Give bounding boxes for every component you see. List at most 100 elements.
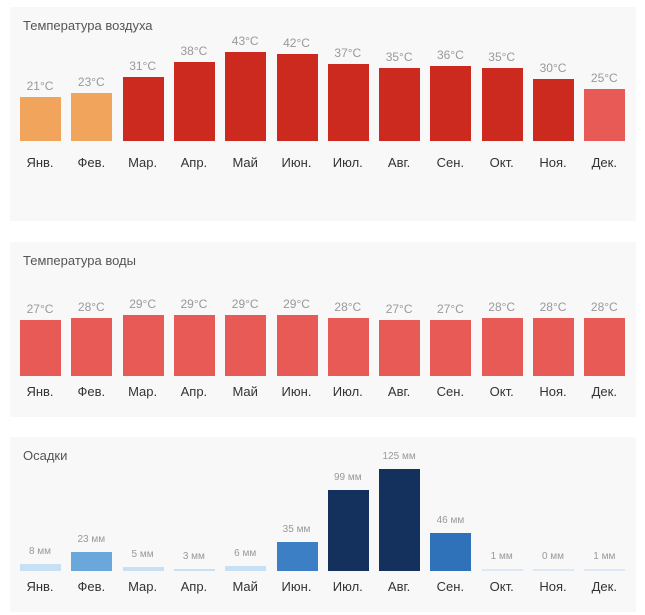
bar-Июл.[interactable] <box>327 64 369 141</box>
value-label: 35 мм <box>282 524 311 536</box>
value-label: 29°C <box>283 297 310 311</box>
value-label: 3 мм <box>182 550 205 562</box>
value-label: 6 мм <box>234 548 257 560</box>
air-temperature-card: Температура воздуха 21°C Янв. 23°C Фев. 31°C… <box>10 7 636 221</box>
bar-Май[interactable] <box>225 51 267 141</box>
bar-Ноя.[interactable] <box>533 569 574 571</box>
value-label: 1 мм <box>593 551 616 562</box>
bar-Апр.[interactable] <box>173 62 215 141</box>
precipitation-card: Осадки 8 мм Янв. 23 мм Фев. 5 мм Мар. 3 мм Апр.… <box>10 437 636 612</box>
value-label: 23 мм <box>77 534 106 546</box>
month-label: Ноя. <box>539 155 567 170</box>
bar-Мар.[interactable] <box>122 76 164 141</box>
precipitation-title: Осадки <box>23 448 68 463</box>
month-label: Апр. <box>180 384 208 399</box>
month-label: Июл. <box>332 384 363 399</box>
month-label: Фев. <box>77 155 106 170</box>
month-label: Май <box>232 155 258 170</box>
value-label: 99 мм <box>333 471 362 483</box>
value-label: 29°C <box>129 297 156 311</box>
air-temperature-title: Температура воздуха <box>23 18 153 33</box>
month-label: Май <box>232 384 258 399</box>
month-label: Июн. <box>281 579 312 594</box>
bar-Фев.[interactable] <box>71 552 113 571</box>
month-label: Июн. <box>281 155 312 170</box>
value-label: 35°C <box>488 50 516 65</box>
bar-Мар.[interactable] <box>122 566 164 571</box>
month-label: Ноя. <box>539 384 567 399</box>
value-label: 42°C <box>283 35 310 50</box>
bar-Авг.[interactable] <box>379 68 421 141</box>
month-label: Сен. <box>436 579 465 594</box>
value-label: 29°C <box>231 297 259 311</box>
bar-Сен.[interactable] <box>430 533 472 571</box>
month-label: Апр. <box>180 579 208 594</box>
month-label: Июл. <box>332 155 363 170</box>
bar-Ноя.[interactable] <box>533 78 574 141</box>
value-label: 0 мм <box>541 551 565 562</box>
value-label: 23°C <box>77 74 105 89</box>
value-label: 8 мм <box>28 546 52 558</box>
month-label: Апр. <box>180 155 208 170</box>
bar-Апр.[interactable] <box>173 568 215 571</box>
value-label: 27°C <box>26 302 54 316</box>
value-label: 37°C <box>334 46 362 61</box>
value-label: 28°C <box>488 299 516 314</box>
month-label: Дек. <box>591 579 617 594</box>
value-label: 30°C <box>539 60 567 75</box>
month-label: Сен. <box>436 384 465 399</box>
value-label: 35°C <box>385 50 413 65</box>
bar-Апр.[interactable] <box>173 315 215 376</box>
bar-Окт.[interactable] <box>481 68 523 141</box>
bar-Окт.[interactable] <box>481 317 523 376</box>
value-label: 28°C <box>590 299 618 314</box>
bar-Ноя.[interactable] <box>533 317 574 376</box>
bar-Фев.[interactable] <box>71 317 113 376</box>
bar-Мар.[interactable] <box>122 315 164 376</box>
bar-Сен.[interactable] <box>430 320 472 376</box>
month-label: Июн. <box>281 384 312 399</box>
month-label: Окт. <box>489 155 514 170</box>
month-label: Мар. <box>128 384 158 399</box>
bar-Янв.[interactable] <box>20 97 61 141</box>
bar-Сен.[interactable] <box>430 66 472 141</box>
month-label: Янв. <box>26 384 54 399</box>
bar-Окт.[interactable] <box>481 569 523 571</box>
month-label: Фев. <box>77 579 106 594</box>
bar-Май[interactable] <box>225 566 267 571</box>
bar-Авг.[interactable] <box>379 320 421 376</box>
month-label: Авг. <box>387 579 411 594</box>
bar-Июл.[interactable] <box>327 317 369 376</box>
bar-Дек.[interactable] <box>584 569 626 571</box>
bar-Авг.[interactable] <box>379 468 421 571</box>
bar-Июл.[interactable] <box>327 489 369 571</box>
value-label: 28°C <box>77 299 105 314</box>
value-label: 21°C <box>26 79 54 93</box>
value-label: 1 мм <box>490 551 513 562</box>
bar-Май[interactable] <box>225 315 267 376</box>
value-label: 46 мм <box>436 515 465 527</box>
month-label: Фев. <box>77 384 106 399</box>
bar-Янв.[interactable] <box>20 564 61 571</box>
value-label: 25°C <box>590 70 618 85</box>
bar-Июн.[interactable] <box>276 53 318 141</box>
month-label: Май <box>232 579 258 594</box>
bar-Янв.[interactable] <box>20 320 61 376</box>
bar-Фев.[interactable] <box>71 92 113 141</box>
month-label: Дек. <box>591 155 617 170</box>
month-label: Дек. <box>591 384 617 399</box>
bar-Дек.[interactable] <box>584 317 626 376</box>
value-label: 36°C <box>436 48 464 63</box>
value-label: 43°C <box>231 33 259 48</box>
month-label: Ноя. <box>539 579 567 594</box>
value-label: 28°C <box>539 299 567 314</box>
bar-Дек.[interactable] <box>584 88 626 141</box>
value-label: 27°C <box>385 302 413 316</box>
bar-Июн.[interactable] <box>276 315 318 376</box>
month-label: Янв. <box>26 579 54 594</box>
month-label: Сен. <box>436 155 465 170</box>
month-label: Окт. <box>489 579 514 594</box>
month-label: Окт. <box>489 384 514 399</box>
bar-Июн.[interactable] <box>276 542 318 571</box>
value-label: 31°C <box>129 58 156 73</box>
